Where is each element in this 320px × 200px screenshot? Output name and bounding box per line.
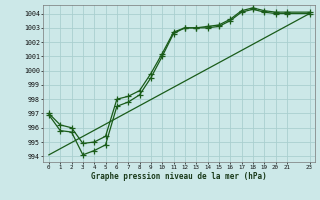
X-axis label: Graphe pression niveau de la mer (hPa): Graphe pression niveau de la mer (hPa) bbox=[91, 172, 267, 181]
